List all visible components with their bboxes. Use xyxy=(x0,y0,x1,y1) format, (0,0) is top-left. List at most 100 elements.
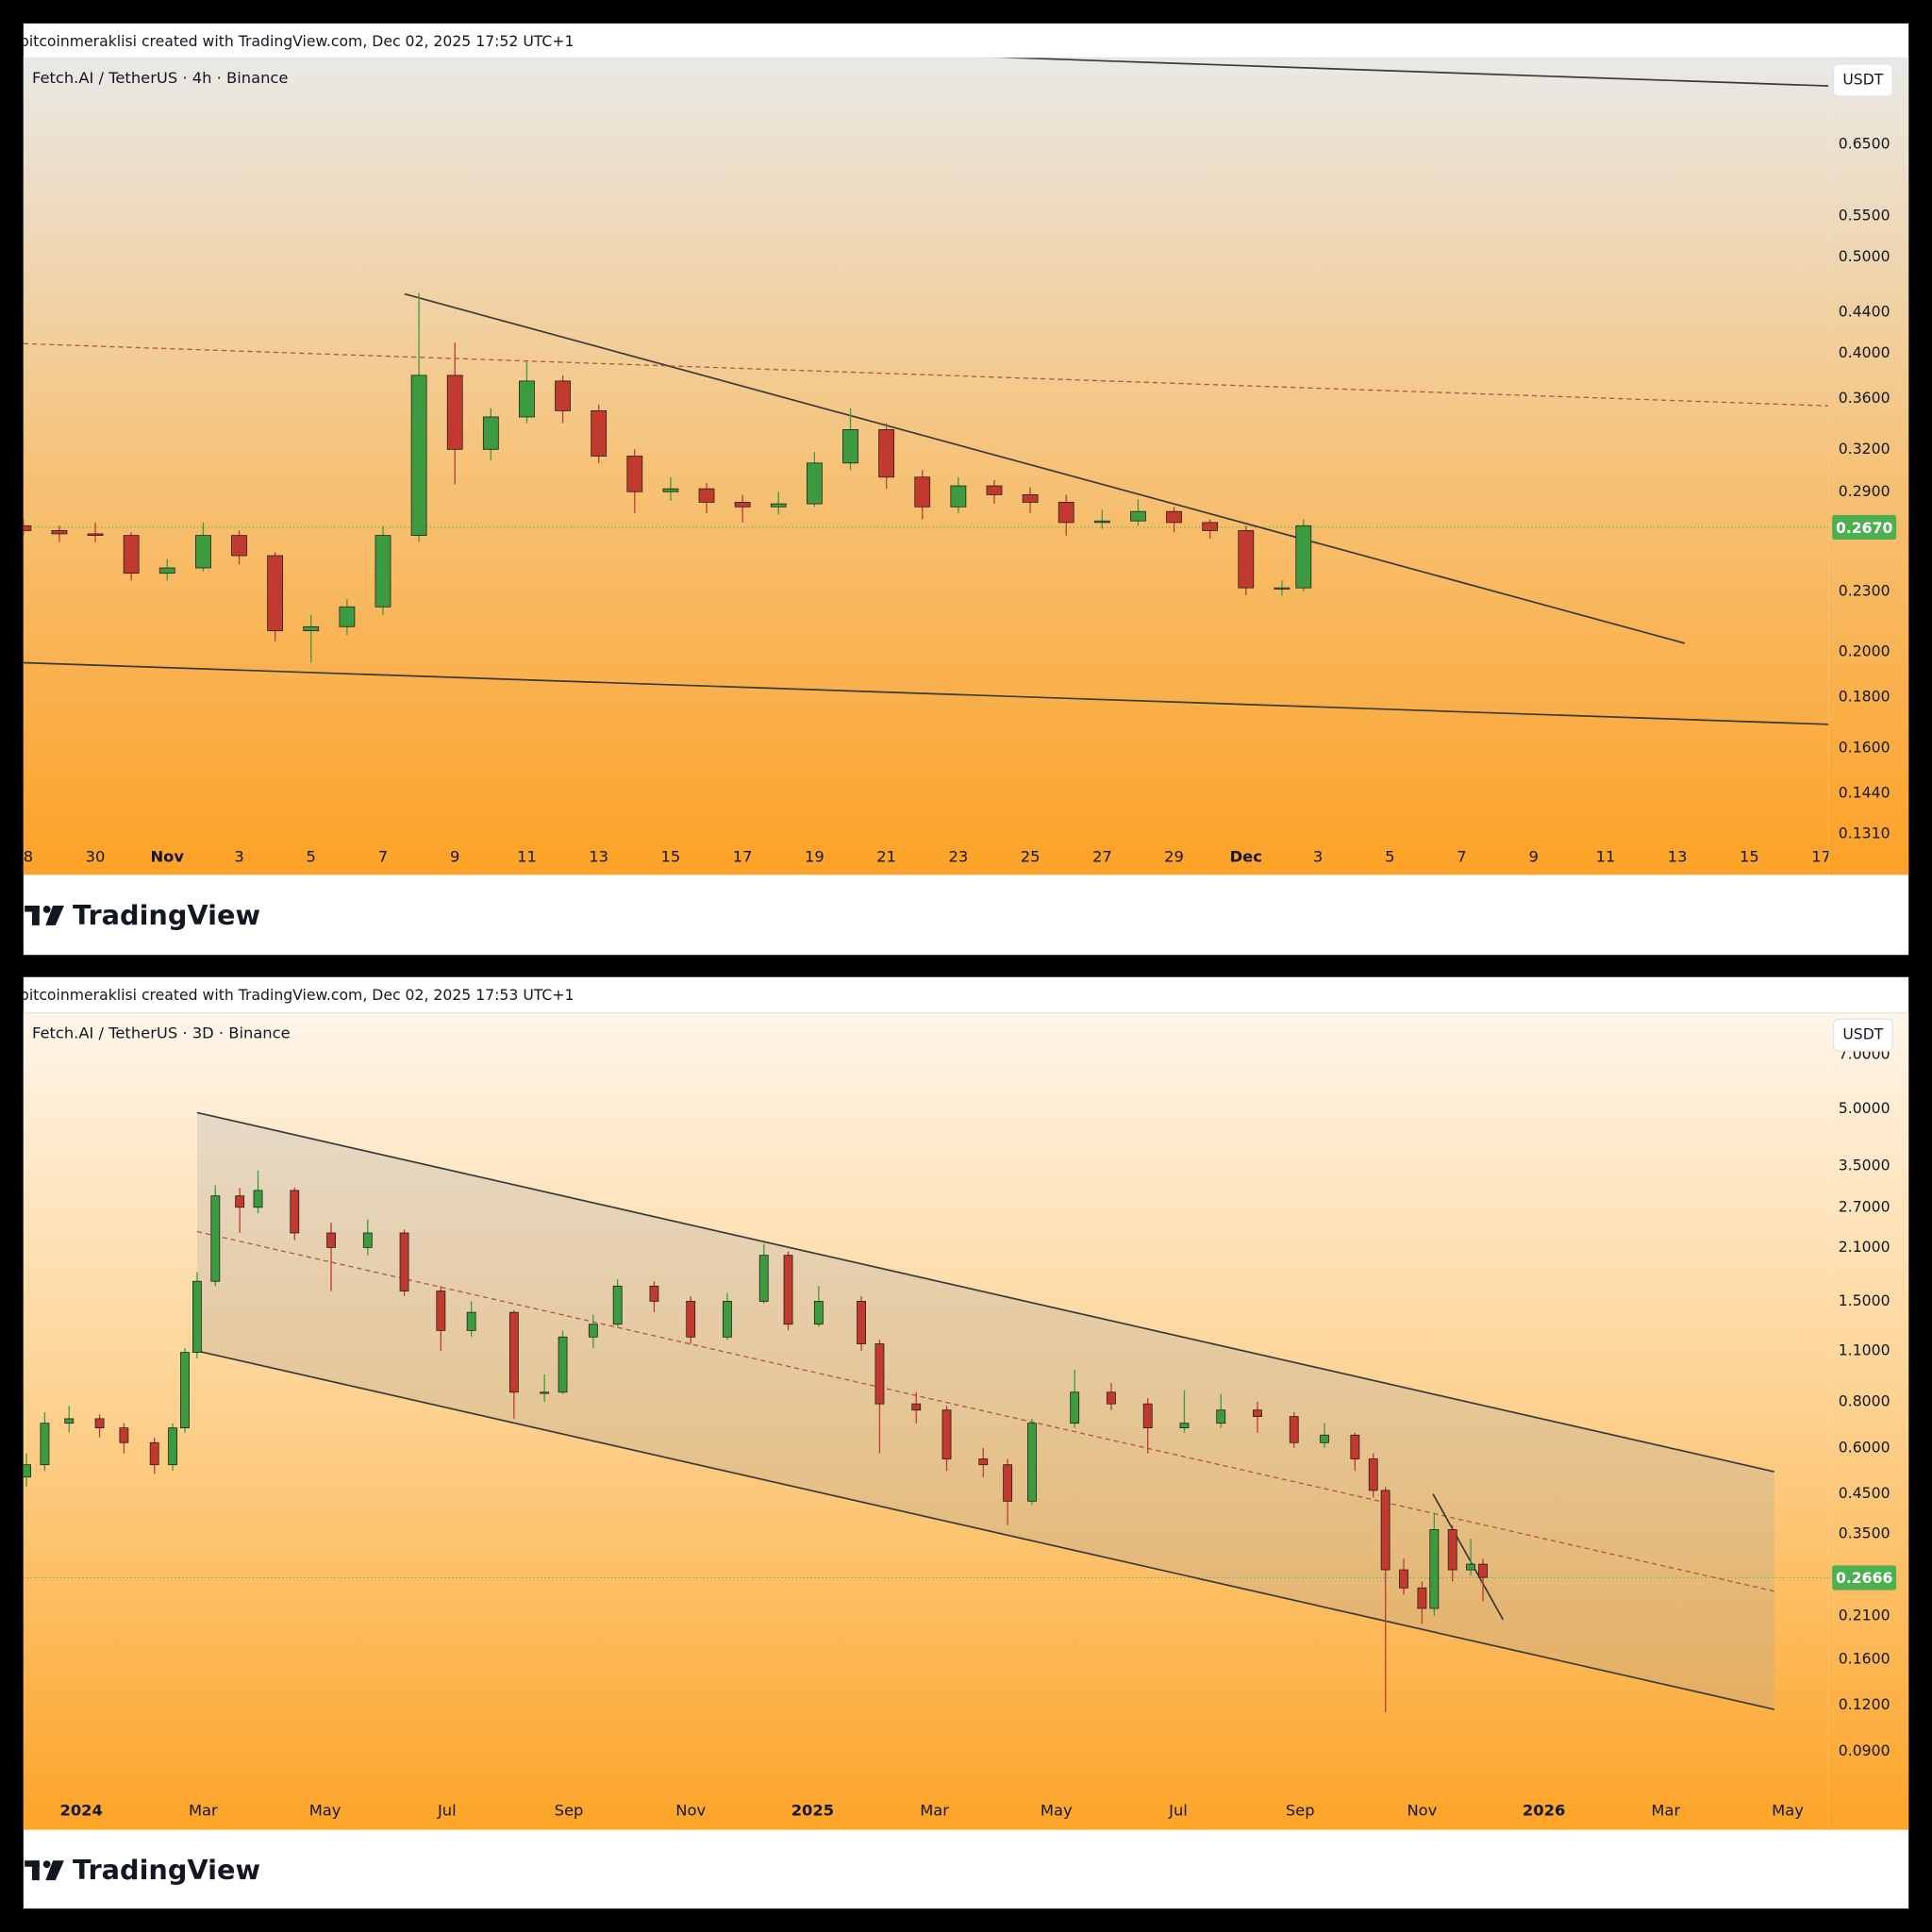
chart-background xyxy=(23,58,1829,875)
candle-body xyxy=(986,485,1003,495)
y-tick-label: 0.8000 xyxy=(1839,1392,1890,1410)
candle-body xyxy=(158,567,175,575)
candle-body xyxy=(1478,1563,1488,1578)
x-tick-label: 2026 xyxy=(1523,1801,1565,1819)
candle-body xyxy=(40,1423,50,1466)
candle-body xyxy=(914,476,931,508)
candle-body xyxy=(857,1301,866,1344)
candle-body xyxy=(195,535,211,569)
x-tick-label: 28 xyxy=(13,848,33,866)
x-tick-label: 7 xyxy=(378,848,388,866)
x-tick-label: 15 xyxy=(661,848,681,866)
x-tick-label: May xyxy=(1041,1801,1073,1819)
candle-body xyxy=(399,1232,409,1291)
candle-body xyxy=(1417,1587,1427,1609)
x-tick-label: Mar xyxy=(920,1801,949,1819)
candle-body xyxy=(1320,1434,1329,1443)
plot: Fetch.AI / TetherUS · 3D · Binance 2024 Ma… xyxy=(23,1024,1829,1819)
candle-body xyxy=(555,380,571,411)
candle-body xyxy=(436,1291,446,1331)
candle-body xyxy=(698,488,715,503)
price-axis: 0.6500 0.5500 0.5000 0.4400 0.4000 0.3600 0.32… xyxy=(1832,134,1897,842)
candle-body xyxy=(87,533,104,537)
header: bitcoinmeraklisi created with TradingVie… xyxy=(24,32,575,50)
trendline xyxy=(23,342,1829,407)
candle-body xyxy=(375,535,391,608)
candle-body xyxy=(303,625,320,632)
candle-body xyxy=(1238,530,1255,589)
candle-body xyxy=(410,375,427,537)
candle-body xyxy=(192,1280,202,1353)
candle-body xyxy=(64,1418,75,1424)
x-tick-label: 7 xyxy=(1457,848,1466,866)
y-tick-label: 0.3600 xyxy=(1839,389,1890,407)
y-tick-label: 0.4000 xyxy=(1839,343,1890,361)
candle-body xyxy=(813,1301,824,1325)
y-tick-label: 0.2900 xyxy=(1839,482,1890,500)
candle-body xyxy=(1350,1434,1360,1459)
last-price-label: 0.2670 xyxy=(1836,519,1893,537)
trendline xyxy=(196,1350,1774,1710)
x-tick-label: Sep xyxy=(555,1801,584,1819)
x-tick-label: 3 xyxy=(234,848,243,866)
y-tick-label: 0.1600 xyxy=(1839,1649,1890,1667)
candle-body xyxy=(231,535,247,557)
candle-body xyxy=(1253,1409,1262,1417)
x-tick-label: 11 xyxy=(517,848,537,866)
x-tick-label: 13 xyxy=(1668,848,1688,866)
candle-body xyxy=(758,1255,769,1302)
candle-body xyxy=(1003,1464,1013,1502)
y-tick-label: 1.1000 xyxy=(1839,1341,1890,1359)
candle-body xyxy=(588,1324,598,1338)
y-tick-label: 0.4400 xyxy=(1839,302,1890,320)
trendline xyxy=(196,1230,1774,1592)
x-tick-label: 13 xyxy=(589,848,608,866)
candle-body xyxy=(734,502,751,508)
candle-body xyxy=(941,1409,952,1459)
x-tick-label: 2025 xyxy=(791,1801,834,1819)
channel-fill xyxy=(196,1112,1774,1710)
trendline xyxy=(996,58,1829,87)
candle-body xyxy=(149,1441,159,1466)
candle-body xyxy=(482,416,499,450)
y-tick-label: 2.7000 xyxy=(1839,1197,1890,1215)
x-tick-label: 5 xyxy=(1385,848,1394,866)
logo-icon xyxy=(31,905,40,925)
x-tick-label: 11 xyxy=(1596,848,1616,866)
y-tick-label: 0.1440 xyxy=(1839,783,1890,801)
y-tick-label: 0.3500 xyxy=(1839,1524,1890,1542)
x-tick-label: 9 xyxy=(450,848,459,866)
candle-body xyxy=(326,1232,336,1248)
candle-body xyxy=(362,1232,373,1248)
logo-icon xyxy=(42,1860,51,1869)
candle-body xyxy=(1216,1409,1226,1424)
x-tick-label: 2024 xyxy=(59,1801,102,1819)
x-tick-label: Mar xyxy=(189,1801,218,1819)
x-tick-label: Jul xyxy=(1168,1801,1188,1819)
candle-body xyxy=(253,1190,263,1208)
logo-icon xyxy=(45,1860,64,1881)
x-tick-label: 15 xyxy=(1740,848,1759,866)
candle-body xyxy=(210,1195,221,1282)
logo-text: TradingView xyxy=(73,1854,260,1886)
candle-body xyxy=(235,1195,245,1208)
x-tick-label: 30 xyxy=(86,848,106,866)
y-tick-label: 0.5500 xyxy=(1839,207,1890,225)
plot: Fetch.AI / TetherUS · 4h · Binance 28 30 No… xyxy=(13,58,1829,866)
x-tick-label: Dec xyxy=(1230,848,1262,866)
x-tick-label: May xyxy=(1772,1801,1804,1819)
candle-body xyxy=(649,1285,659,1302)
y-tick-label: 5.0000 xyxy=(1839,1099,1890,1117)
candle-body xyxy=(723,1301,732,1338)
candle-body xyxy=(23,525,32,531)
candle-body xyxy=(558,1336,568,1393)
candle-body xyxy=(466,1311,476,1331)
x-tick-label: 21 xyxy=(876,848,896,866)
y-tick-label: 0.2000 xyxy=(1839,641,1890,659)
candle-body xyxy=(1027,1423,1037,1502)
candle-body xyxy=(686,1301,696,1338)
x-tick-label: 5 xyxy=(307,848,316,866)
logo-text: TradingView xyxy=(73,899,260,931)
